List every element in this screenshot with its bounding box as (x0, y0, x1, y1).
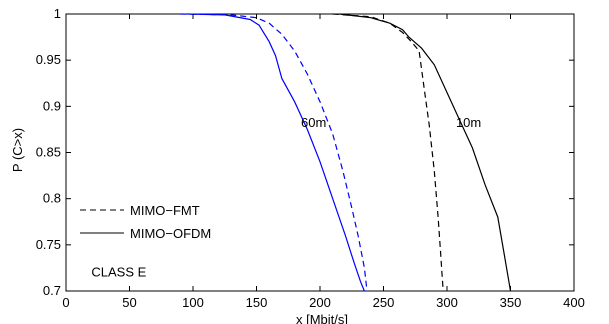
x-axis-label: x [Mbit/s] (296, 312, 348, 324)
legend: MIMO−FMT MIMO−OFDM (80, 203, 211, 241)
x-tick-label: 200 (309, 295, 331, 310)
x-tick-label: 50 (122, 295, 136, 310)
x-tick-label: 300 (436, 295, 458, 310)
curves-layer (180, 13, 512, 292)
ticks-layer: 0 50 100 150 200 250 300 350 400 0.7 0.75 0.8 0.85 0.… (36, 6, 585, 310)
plot-area (65, 13, 575, 292)
x-tick-label: 350 (500, 295, 522, 310)
y-tick-label: 1 (54, 6, 61, 21)
annotation-class-e: CLASS E (91, 265, 146, 280)
y-tick-label: 0.75 (36, 237, 61, 252)
annotation-60m: 60m (301, 115, 326, 130)
x-tick-label: 150 (246, 295, 268, 310)
x-tick-label: 250 (373, 295, 395, 310)
legend-label-fmt: MIMO−FMT (130, 203, 200, 218)
legend-label-ofdm: MIMO−OFDM (130, 226, 211, 241)
y-axis-label: P (C>x) (10, 128, 25, 172)
annotation-10m: 10m (456, 115, 481, 130)
series-line-4 (339, 13, 512, 292)
y-tick-label: 0.9 (43, 98, 61, 113)
x-tick-label: 100 (182, 295, 204, 310)
x-tick-label: 0 (62, 295, 69, 310)
series-line-2 (186, 13, 365, 292)
y-tick-label: 0.85 (36, 145, 61, 160)
x-tick-label: 400 (563, 295, 585, 310)
y-tick-label: 0.95 (36, 52, 61, 67)
series-line-3 (332, 13, 444, 292)
y-tick-label: 0.8 (43, 191, 61, 206)
y-tick-label: 0.7 (43, 283, 61, 298)
